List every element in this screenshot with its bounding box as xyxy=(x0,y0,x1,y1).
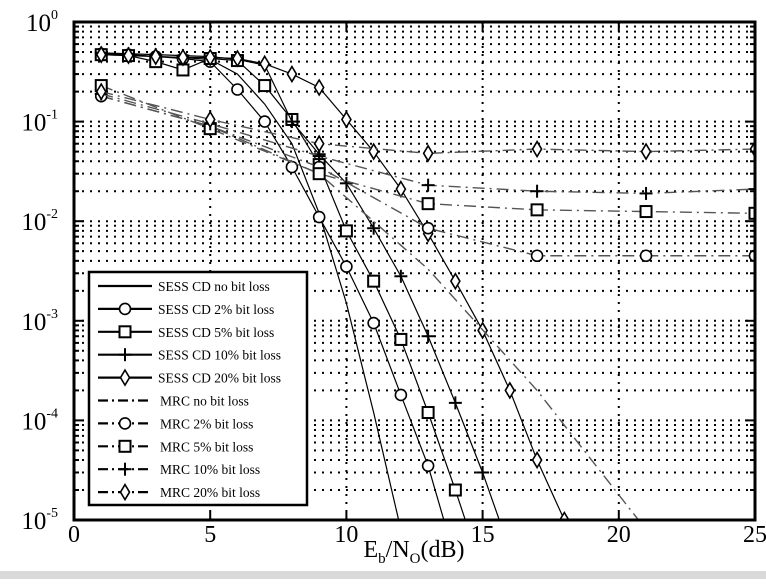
marker-diamond xyxy=(259,54,271,73)
marker-diamond xyxy=(150,47,162,66)
marker-square xyxy=(448,483,462,497)
marker-diamond xyxy=(531,450,543,470)
legend-label: SESS CD 10% bit loss xyxy=(158,348,281,363)
marker-diamond xyxy=(123,46,134,65)
marker-diamond xyxy=(204,110,216,129)
marker-square xyxy=(421,197,435,211)
legend: SESS CD no bit loss SESS CD 2% bit loss SE… xyxy=(87,270,309,507)
marker-circle xyxy=(394,388,408,402)
y-axis-tick-labels: 100 10-1 10-2 10-3 10-4 10-5 xyxy=(21,8,58,535)
marker-square xyxy=(530,203,544,217)
marker-circle xyxy=(367,316,380,330)
marker-square xyxy=(339,224,353,238)
legend-item: SESS CD 5% bit loss xyxy=(98,325,274,340)
marker-diamond xyxy=(119,483,131,502)
marker-square xyxy=(394,332,408,346)
x-tick-label: 5 xyxy=(204,522,216,548)
legend-label: MRC 5% bit loss xyxy=(160,439,253,454)
legend-item: MRC 20% bit loss xyxy=(98,483,260,502)
series-mrc-20-bit-loss xyxy=(95,82,755,163)
marker-circle xyxy=(639,249,653,263)
x-axis-tick-labels: 0 5 10 15 20 25 xyxy=(68,522,766,548)
legend-label: MRC 20% bit loss xyxy=(160,485,260,500)
legend-label: SESS CD 20% bit loss xyxy=(158,371,281,386)
legend-label: MRC 2% bit loss xyxy=(160,416,253,431)
legend-label: MRC no bit loss xyxy=(160,394,249,409)
legend-label: SESS CD 5% bit loss xyxy=(158,325,274,340)
plot-frame xyxy=(72,20,757,522)
marker-diamond xyxy=(95,45,107,64)
x-tick-label: 0 xyxy=(68,522,80,548)
y-tick-label: 10-4 xyxy=(21,406,58,435)
marker-diamond xyxy=(422,144,434,163)
y-tick-label: 10-3 xyxy=(21,307,58,336)
marker-diamond xyxy=(232,49,243,68)
series-line xyxy=(101,95,640,520)
marker-diamond xyxy=(177,48,189,67)
legend-item: SESS CD 20% bit loss xyxy=(98,368,281,387)
y-tick-label: 10-1 xyxy=(21,108,58,137)
series-line xyxy=(101,93,755,195)
legend-label: SESS CD 2% bit loss xyxy=(158,302,274,317)
axis-ticks xyxy=(73,21,756,521)
marker-circle xyxy=(421,221,435,235)
marker-circle xyxy=(118,302,132,316)
legend-item: SESS CD no bit loss xyxy=(98,279,270,294)
page-bottom-divider xyxy=(0,571,766,579)
marker-diamond xyxy=(504,381,516,400)
marker-diamond xyxy=(640,142,652,161)
marker-circle xyxy=(258,115,271,128)
series-clip-group xyxy=(94,45,755,520)
series-line xyxy=(101,52,500,520)
x-axis-title: Eb/NO(dB) xyxy=(363,537,464,567)
marker-circle xyxy=(530,249,544,263)
marker-square xyxy=(748,206,755,220)
x-tick-label: 10 xyxy=(334,522,358,548)
marker-circle xyxy=(118,417,132,430)
marker-circle xyxy=(340,260,353,273)
marker-circle xyxy=(421,459,435,473)
marker-square xyxy=(421,406,435,420)
marker-diamond xyxy=(558,510,570,520)
marker-diamond xyxy=(449,272,461,291)
x-tick-label: 15 xyxy=(471,522,495,548)
legend-item: MRC 2% bit loss xyxy=(98,416,253,431)
marker-circle xyxy=(312,210,326,224)
marker-square xyxy=(367,274,381,288)
marker-diamond xyxy=(340,110,352,129)
x-tick-label: 20 xyxy=(607,522,631,548)
legend-item: MRC 10% bit loss xyxy=(98,462,260,477)
y-tick-label: 10-5 xyxy=(21,506,58,535)
marker-square xyxy=(118,439,132,453)
legend-item: MRC 5% bit loss xyxy=(98,439,253,454)
marker-circle xyxy=(285,160,299,174)
marker-diamond xyxy=(286,65,298,84)
legend-label: MRC 10% bit loss xyxy=(160,462,260,477)
x-tick-label: 25 xyxy=(743,522,766,548)
y-tick-label: 10-2 xyxy=(21,207,58,236)
data-series xyxy=(94,45,755,520)
legend-item: MRC no bit loss xyxy=(98,394,249,409)
marker-circle xyxy=(231,83,244,96)
legend-label: SESS CD no bit loss xyxy=(158,279,270,294)
marker-diamond xyxy=(313,134,325,153)
legend-item: SESS CD 10% bit loss xyxy=(98,348,281,363)
marker-diamond xyxy=(95,82,107,101)
marker-diamond xyxy=(119,368,131,387)
marker-diamond xyxy=(313,78,325,97)
marker-square xyxy=(639,205,653,219)
marker-diamond xyxy=(204,48,216,67)
marker-square xyxy=(312,167,326,181)
y-tick-label: 100 xyxy=(26,8,58,37)
marker-square xyxy=(118,325,132,339)
marker-square xyxy=(258,79,272,93)
series-mrc-no-bit-loss xyxy=(101,95,640,520)
legend-item: SESS CD 2% bit loss xyxy=(98,302,274,317)
marker-diamond xyxy=(531,140,543,159)
